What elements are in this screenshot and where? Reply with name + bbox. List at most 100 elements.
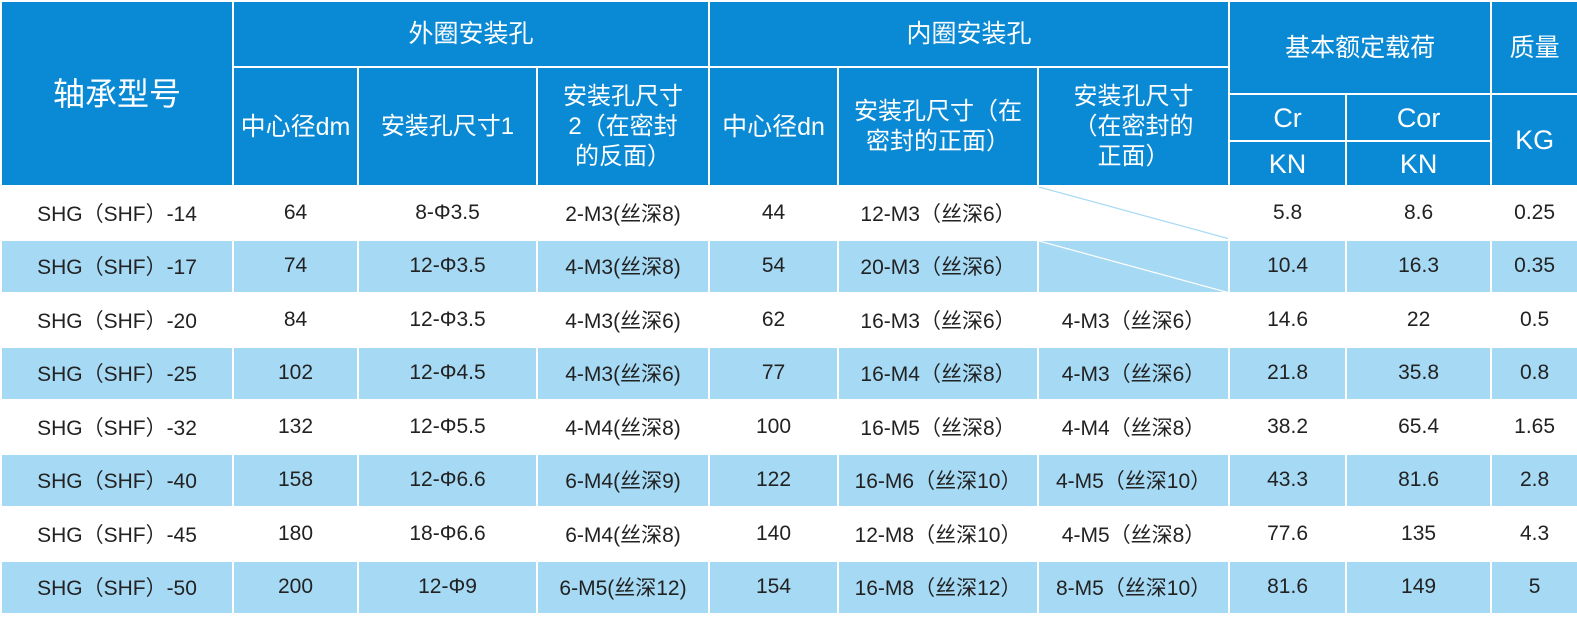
- cell-model: SHG（SHF）-32: [0, 399, 234, 455]
- cell-cr: 38.2: [1228, 399, 1348, 455]
- cell-outer-size2: 4-M3(丝深6): [535, 345, 711, 401]
- cell-inner-dn: 62: [708, 292, 840, 348]
- header-cr-unit: KN: [1228, 140, 1348, 187]
- cell-text: 180: [277, 521, 314, 545]
- cell-text: 102: [277, 361, 314, 385]
- cell-model: SHG（SHF）-20: [0, 292, 234, 348]
- cell-text: 5: [1528, 575, 1541, 599]
- cell-mass: 0.5: [1490, 292, 1577, 348]
- cell-outer-size2: 4-M3(丝深8): [535, 238, 711, 294]
- cell-text: 84: [283, 307, 308, 331]
- cell-text: 18-Φ6.6: [409, 521, 486, 545]
- cell-text: 81.6: [1398, 468, 1439, 492]
- cell-text: 8-M5（丝深10）: [1055, 577, 1212, 601]
- header-load-group: 基本额定载荷: [1228, 0, 1493, 95]
- cell-inner-dn: 140: [708, 506, 840, 562]
- cell-text: 8-Φ3.5: [415, 200, 480, 224]
- cell-text: 6-M5(丝深12): [559, 577, 687, 601]
- cell-text: 200: [277, 575, 314, 599]
- cell-inner-dn: 44: [708, 185, 840, 241]
- bearing-spec-table: 轴承型号 外圈安装孔 内圈安装孔 基本额定载荷 质量 中心径dm 安装孔尺寸1 …: [0, 0, 1577, 615]
- cell-outer-size2: 6-M5(丝深12): [535, 559, 711, 615]
- cell-text: SHG（SHF）-40: [37, 470, 197, 494]
- cell-cr: 14.6: [1228, 292, 1348, 348]
- header-cr: Cr: [1228, 93, 1348, 142]
- cell-outer-size1: 18-Φ6.6: [357, 506, 538, 562]
- cell-text: 35.8: [1398, 361, 1439, 385]
- cell-text: 4-M4（丝深8）: [1061, 416, 1206, 440]
- diagonal-slash: [1039, 187, 1228, 239]
- cell-text: 14.6: [1267, 307, 1308, 331]
- cell-text: 4.3: [1519, 521, 1550, 545]
- cell-inner-size-front-2: 4-M4（丝深8）: [1037, 399, 1231, 455]
- cell-inner-size-front: 16-M5（丝深8）: [837, 399, 1040, 455]
- cell-text: 4-M4(丝深8): [565, 416, 681, 440]
- table-row: SHG（SHF）-40 158 12-Φ6.6 6-M4(丝深9) 122 16-M6（丝…: [0, 452, 1577, 508]
- cell-text: 4-M5（丝深8）: [1061, 523, 1206, 547]
- cell-text: 44: [761, 200, 786, 224]
- cell-mass: 4.3: [1490, 506, 1577, 562]
- diagonal-slash: [1039, 241, 1228, 293]
- header-outer-group: 外圈安装孔: [231, 0, 711, 68]
- cell-text: 81.6: [1267, 575, 1308, 599]
- cell-model: SHG（SHF）-14: [0, 185, 234, 241]
- header-inner-size-front: 安装孔尺寸（在密封的正面）: [837, 66, 1040, 187]
- cell-inner-dn: 154: [708, 559, 840, 615]
- header-model: 轴承型号: [0, 0, 234, 187]
- cell-model: SHG（SHF）-17: [0, 238, 234, 294]
- cell-outer-size1: 12-Φ3.5: [357, 292, 538, 348]
- cell-inner-dn: 54: [708, 238, 840, 294]
- cell-text: 8.6: [1403, 200, 1434, 224]
- cell-outer-size2: 4-M3(丝深6): [535, 292, 711, 348]
- cell-mass: 1.65: [1490, 399, 1577, 455]
- cell-text: 12-M8（丝深10）: [854, 523, 1022, 547]
- cell-inner-size-front: 16-M4（丝深8）: [837, 345, 1040, 401]
- cell-text: 4-M3(丝深6): [565, 309, 681, 333]
- cell-text: 4-M3（丝深6）: [1061, 309, 1206, 333]
- cell-cor: 65.4: [1345, 399, 1493, 455]
- cell-outer-dm: 200: [232, 559, 359, 615]
- table-row: SHG（SHF）-17 74 12-Φ3.5 4-M3(丝深8) 54 20-M3（丝深6…: [0, 238, 1577, 294]
- cell-inner-dn: 100: [708, 399, 840, 455]
- cell-model: SHG（SHF）-50: [0, 559, 234, 615]
- cell-inner-size-front-2: [1037, 238, 1231, 294]
- cell-text: 43.3: [1267, 468, 1308, 492]
- cell-text: 16-M6（丝深10）: [854, 470, 1022, 494]
- cell-cr: 10.4: [1228, 238, 1348, 294]
- cell-text: 16.3: [1398, 254, 1439, 278]
- cell-text: 6-M4(丝深9): [565, 470, 681, 494]
- cell-inner-dn: 77: [708, 345, 840, 401]
- cell-cr: 81.6: [1228, 559, 1348, 615]
- cell-text: SHG（SHF）-45: [37, 523, 197, 547]
- cell-model: SHG（SHF）-40: [0, 452, 234, 508]
- cell-cor: 135: [1345, 506, 1493, 562]
- cell-mass: 5: [1490, 559, 1577, 615]
- cell-text: 4-M3(丝深6): [565, 363, 681, 387]
- cell-outer-size2: 4-M4(丝深8): [535, 399, 711, 455]
- cell-text: 74: [283, 254, 308, 278]
- cell-cor: 81.6: [1345, 452, 1493, 508]
- cell-text: 135: [1401, 521, 1437, 545]
- cell-inner-size-front: 20-M3（丝深6）: [837, 238, 1040, 294]
- header-outer-size1: 安装孔尺寸1: [357, 66, 538, 187]
- cell-text: SHG（SHF）-17: [37, 256, 197, 280]
- cell-text: 4-M3（丝深6）: [1061, 363, 1206, 387]
- table-row: SHG（SHF）-25 102 12-Φ4.5 4-M3(丝深6) 77 16-M4（丝深…: [0, 345, 1577, 401]
- cell-outer-size1: 12-Φ6.6: [357, 452, 538, 508]
- cell-text: 77: [761, 361, 786, 385]
- header-inner-dn: 中心径dn: [708, 66, 840, 187]
- cell-text: 12-Φ4.5: [409, 361, 486, 385]
- cell-text: 132: [277, 414, 314, 438]
- cell-text: 100: [756, 414, 792, 438]
- table-row: SHG（SHF）-14 64 8-Φ3.5 2-M3(丝深8) 44 12-M3（丝深6）…: [0, 185, 1577, 241]
- header-mass-unit: KG: [1490, 93, 1577, 187]
- table-row: SHG（SHF）-20 84 12-Φ3.5 4-M3(丝深6) 62 16-M3（丝深6…: [0, 292, 1577, 348]
- cell-inner-size-front-2: 4-M5（丝深10）: [1037, 452, 1231, 508]
- cell-text: 21.8: [1267, 361, 1308, 385]
- cell-inner-size-front: 16-M8（丝深12）: [837, 559, 1040, 615]
- cell-inner-size-front: 12-M3（丝深6）: [837, 185, 1040, 241]
- cell-inner-size-front-2: 8-M5（丝深10）: [1037, 559, 1231, 615]
- cell-text: 12-M3（丝深6）: [860, 202, 1016, 226]
- cell-text: 0.8: [1519, 361, 1550, 385]
- cell-text: 2.8: [1519, 468, 1550, 492]
